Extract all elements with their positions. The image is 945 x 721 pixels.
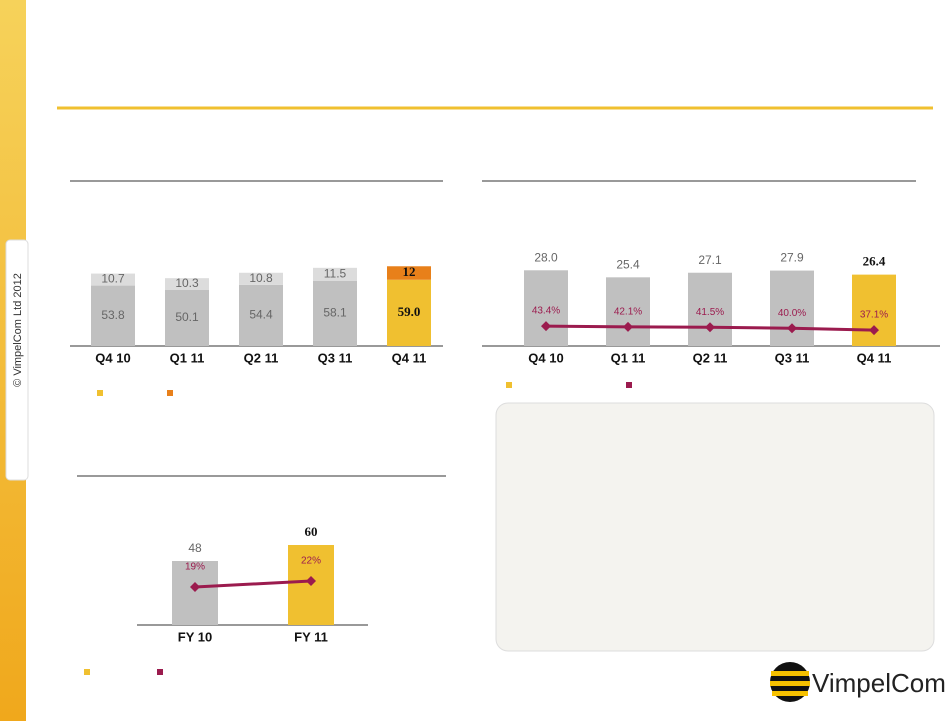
bar — [688, 272, 732, 346]
data-label: 53.8 — [101, 308, 125, 322]
data-label: 27.1 — [698, 253, 722, 267]
data-label: 11.5 — [324, 266, 347, 280]
data-label: 37.1% — [860, 310, 888, 321]
line-marker — [190, 582, 200, 592]
line-marker — [705, 322, 715, 333]
x-tick-label: Q1 11 — [611, 350, 646, 365]
line-marker — [623, 321, 633, 332]
legend-swatch — [157, 669, 163, 675]
legend-swatch — [626, 382, 632, 388]
data-label: 41.5% — [696, 307, 724, 318]
data-label: 10.3 — [175, 276, 199, 290]
data-label: 10.7 — [101, 272, 125, 286]
bar — [606, 277, 650, 346]
x-tick-label: Q2 11 — [693, 350, 728, 365]
x-tick-label: Q4 11 — [392, 350, 427, 365]
line-marker — [306, 576, 316, 586]
data-label: 54.4 — [249, 308, 273, 322]
data-label: 22% — [301, 556, 321, 567]
x-tick-label: Q3 11 — [318, 350, 353, 365]
bar — [91, 273, 135, 286]
line-marker — [869, 325, 879, 336]
legend-swatch — [506, 382, 512, 388]
bar — [239, 284, 283, 346]
logo-stripe — [770, 681, 810, 686]
bar — [524, 270, 568, 346]
x-tick-label: Q4 10 — [528, 350, 563, 365]
data-label: 12 — [403, 264, 416, 279]
text-box — [495, 402, 935, 652]
data-label: 43.4% — [532, 306, 560, 317]
data-label: 60 — [305, 524, 318, 539]
bar — [172, 561, 218, 625]
line — [194, 579, 312, 589]
bar — [387, 266, 431, 280]
line-marker — [541, 321, 551, 332]
data-label: 42.1% — [614, 307, 642, 318]
x-tick-label: Q4 11 — [857, 350, 892, 365]
legend-swatch — [97, 390, 103, 396]
copyright-card — [5, 239, 29, 481]
logo-stripe — [771, 671, 809, 676]
bar — [239, 272, 283, 285]
data-label: 26.4 — [863, 254, 886, 269]
copyright: © VimpelCom Ltd 2012 — [12, 273, 24, 387]
x-tick-label: Q1 11 — [170, 350, 205, 365]
x-tick-label: Q4 10 — [95, 350, 130, 365]
x-tick-label: Q2 11 — [244, 350, 279, 365]
data-label: 40.0% — [778, 308, 806, 319]
bar — [313, 280, 357, 346]
data-label: 27.9 — [780, 251, 804, 265]
logo: VimpelCom — [770, 662, 945, 702]
legend-swatch — [167, 390, 173, 396]
data-label: 25.4 — [616, 257, 640, 271]
x-tick-label: Q3 11 — [775, 350, 810, 365]
data-label: 50.1 — [175, 310, 199, 324]
data-label: 58.1 — [323, 306, 347, 320]
data-label: 48 — [188, 541, 202, 555]
line-marker — [787, 323, 797, 334]
legend-swatch — [84, 669, 90, 675]
bar — [165, 278, 209, 290]
data-label: 10.8 — [249, 271, 273, 285]
bar — [313, 267, 357, 281]
x-tick-label: FY 11 — [294, 629, 328, 644]
logo-stripe — [772, 691, 808, 696]
bar — [770, 270, 814, 346]
bar — [91, 285, 135, 346]
bar — [165, 289, 209, 346]
bar — [387, 279, 431, 346]
data-label: 28.0 — [534, 250, 558, 264]
data-label: 59.0 — [398, 304, 421, 319]
data-label: 19% — [185, 562, 205, 573]
x-tick-label: FY 10 — [178, 629, 212, 644]
logo-text: VimpelCom — [812, 668, 945, 698]
